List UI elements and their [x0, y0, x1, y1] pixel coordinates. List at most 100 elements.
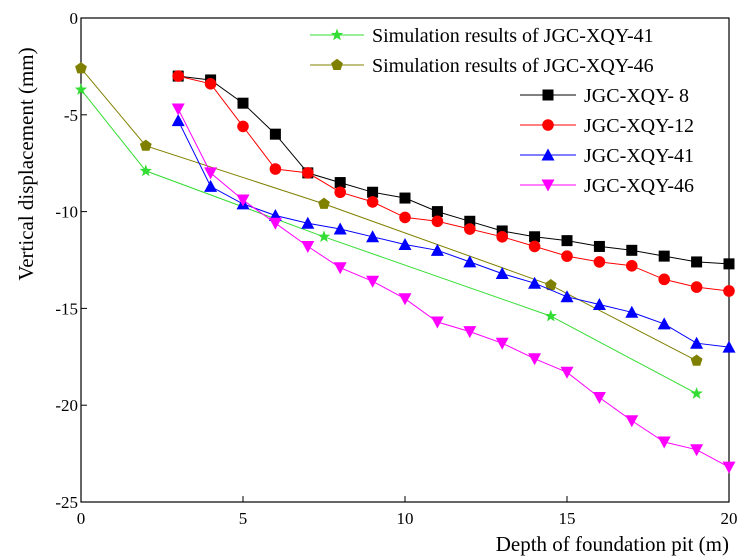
legend-label: JGC-XQY- 8 — [584, 85, 689, 107]
data-point — [268, 217, 282, 230]
data-point — [690, 387, 703, 399]
y-tick-label: 0 — [70, 9, 79, 28]
data-point — [722, 340, 736, 353]
data-point — [430, 316, 444, 329]
data-point — [722, 461, 736, 474]
legend-label: JGC-XQY-46 — [584, 175, 694, 197]
data-point — [593, 256, 606, 268]
data-point — [139, 164, 152, 177]
data-point — [398, 238, 412, 251]
data-point — [431, 215, 444, 228]
series-4 — [172, 70, 735, 297]
data-point — [269, 163, 282, 175]
data-point — [658, 250, 670, 262]
data-point — [398, 293, 412, 306]
data-point — [172, 70, 184, 82]
data-point — [366, 196, 379, 208]
data-point — [496, 225, 508, 237]
legend-label: Simulation results of JGC-XQY-46 — [372, 55, 654, 77]
data-point — [204, 167, 218, 180]
legend-marker — [331, 58, 343, 71]
data-point — [333, 222, 347, 235]
data-point — [561, 235, 573, 247]
data-point — [495, 267, 509, 280]
series-1 — [74, 83, 703, 399]
x-axis-title: Depth of foundation pit (m) — [496, 532, 729, 556]
data-point — [593, 240, 605, 252]
series-layer — [74, 62, 736, 474]
data-point — [690, 336, 704, 349]
legend-item-5: JGC-XQY-41 — [520, 145, 694, 167]
data-point — [657, 436, 671, 449]
legend-label: JGC-XQY-12 — [584, 115, 694, 137]
legend-marker — [330, 28, 344, 41]
data-point — [464, 215, 476, 227]
axis-ticks: 0 5 10 15 20 0 -5 -10 -15 -20 -25 — [55, 9, 737, 528]
data-point — [560, 366, 574, 379]
data-point — [463, 255, 477, 268]
data-point — [690, 281, 703, 293]
data-point — [399, 211, 411, 224]
data-point — [399, 192, 411, 204]
data-point — [657, 317, 671, 330]
data-point — [139, 139, 152, 151]
data-point — [431, 206, 443, 218]
legend-item-4: JGC-XQY-12 — [520, 115, 694, 137]
data-point — [317, 230, 331, 243]
data-point — [366, 230, 380, 243]
legend-label: JGC-XQY-41 — [584, 145, 694, 167]
legend-item-3: JGC-XQY- 8 — [520, 85, 689, 107]
data-point — [237, 120, 249, 133]
data-point — [366, 275, 380, 288]
data-point — [301, 240, 315, 253]
data-point — [318, 197, 330, 209]
data-point — [464, 223, 476, 235]
series-line — [80, 67, 697, 362]
legend-item-6: JGC-XQY-46 — [520, 175, 694, 197]
x-tick-label: 20 — [721, 509, 738, 528]
data-point — [301, 216, 315, 229]
x-tick-label: 15 — [559, 509, 576, 528]
data-point — [690, 444, 704, 457]
legend-label: Simulation results of JGC-XQY-41 — [372, 25, 654, 47]
legend-item-1: Simulation results of JGC-XQY-41 — [310, 25, 654, 47]
data-point — [560, 290, 574, 303]
data-point — [302, 167, 314, 179]
data-point — [626, 244, 638, 256]
y-axis-title: Vertical displacement (mm) — [14, 47, 38, 280]
data-point — [544, 309, 557, 322]
data-point — [430, 243, 444, 256]
data-point — [333, 262, 347, 275]
data-point — [236, 194, 250, 207]
data-point — [625, 305, 639, 318]
legend-marker — [541, 179, 555, 192]
data-point — [723, 285, 735, 297]
legend-marker — [541, 148, 555, 161]
legend-marker — [542, 89, 554, 101]
y-tick-label: -20 — [55, 396, 78, 415]
data-point — [237, 97, 249, 109]
data-point — [690, 354, 703, 366]
legend-marker — [542, 119, 554, 131]
data-point — [658, 273, 670, 286]
data-point — [592, 298, 606, 311]
data-point — [529, 231, 541, 243]
series-line — [178, 75, 730, 292]
series-line — [177, 120, 730, 348]
data-point — [723, 258, 735, 270]
data-point — [528, 276, 542, 289]
data-point — [544, 278, 557, 291]
data-point — [626, 260, 638, 272]
y-tick-label: -10 — [55, 203, 78, 222]
data-point — [528, 353, 542, 366]
data-point — [269, 128, 281, 140]
data-point — [625, 415, 639, 428]
data-point — [334, 186, 347, 199]
y-tick-label: -5 — [64, 106, 78, 125]
x-tick-label: 10 — [397, 509, 414, 528]
data-point — [463, 326, 477, 339]
y-tick-label: -15 — [55, 299, 78, 318]
data-point — [171, 114, 185, 127]
legend: Simulation results of JGC-XQY-41 Simulati… — [310, 25, 694, 197]
